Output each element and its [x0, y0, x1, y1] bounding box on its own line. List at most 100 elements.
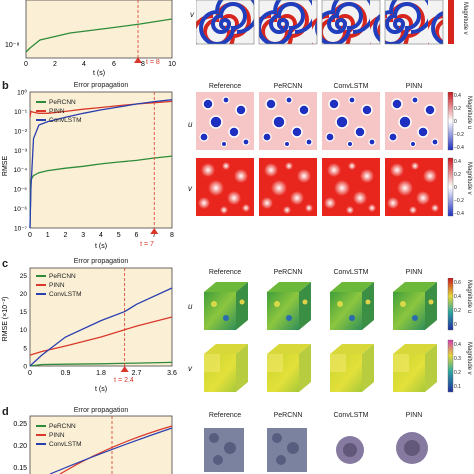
panel-b-cb-u-ticks: 0.4 0.2 0 −0.2 −0.4 — [454, 93, 464, 151]
panel-c-marker-label: t = 2.4 — [114, 377, 134, 384]
ytick: 0.20 — [13, 443, 27, 450]
panel-c-title-reference: Reference — [208, 269, 242, 276]
panel-b-row-label-u: u — [188, 120, 193, 129]
legend-item-percnn: PeRCNN — [36, 272, 82, 281]
panel-b-title-percnn: PeRCNN — [273, 83, 303, 90]
xtick: 8 — [141, 61, 145, 68]
y-tick-label: 20 — [20, 291, 28, 298]
panel-a-colorbar-label: Magnitude v — [462, 2, 468, 35]
y-tick-label: 10⁻⁷ — [14, 226, 28, 233]
panel-c-cb-u-ticks: 0.6 0.4 0.2 0 — [454, 280, 461, 328]
legend-item-percnn: PeRCNN — [36, 98, 82, 107]
panel-c-chart: RMSE (×10⁻²) t (s) t = 2.4 0 0.9 1.8 2.7 3.6… — [2, 267, 177, 393]
ytick: 0.25 — [13, 421, 27, 428]
panel-b-legend: PeRCNN PINN ConvLSTM — [36, 98, 82, 125]
y-tick-label: 10⁻¹ — [14, 109, 28, 116]
time-marker-triangle — [120, 366, 129, 372]
panel-b-chart: RMSE t (s) t = 7 0 1 2 3 4 5 6 7 8 10⁰ 10⁻¹ 10⁻² 10⁻… — [2, 89, 174, 251]
panel-c-xlabel: t (s) — [95, 386, 107, 393]
panel-b-cb-v-ticks: 0.4 0.2 0 −0.2 −0.4 — [454, 159, 464, 217]
y-tick-label: 25 — [20, 273, 28, 280]
panel-c-ylabel: RMSE (×10⁻²) — [2, 297, 9, 342]
panel-b-xlabel: t (s) — [95, 243, 107, 250]
panel-a-row-label: v — [190, 10, 194, 19]
panel-d-chart: 0.25 0.20 0.15 — [13, 415, 173, 474]
y-tick-label: 10⁻² — [14, 128, 28, 135]
panel-b-marker-label: t = 7 — [140, 241, 154, 248]
xtick: 6 — [112, 61, 116, 68]
panel-d-title-pinn: PINN — [405, 412, 423, 419]
panel-b-title-pinn: PINN — [405, 83, 423, 90]
panel-c-letter: c — [2, 258, 9, 270]
x-tick-label: 3.6 — [167, 370, 177, 377]
panel-c-colorbar-v-label: Magnitude v — [466, 342, 472, 375]
panel-b-ylabel: RMSE — [2, 156, 9, 177]
ytick: 0.15 — [13, 465, 27, 472]
xtick: 0 — [24, 61, 28, 68]
x-tick-label: 5 — [117, 232, 121, 239]
panel-b-letter: b — [2, 80, 9, 92]
legend-item-pinn: PINN — [36, 281, 82, 290]
panel-d-letter: d — [2, 406, 9, 418]
xtick: 2 — [53, 61, 57, 68]
legend-item-convlstm: ConvLSTM — [36, 290, 82, 299]
panel-c-title-percnn: PeRCNN — [273, 269, 303, 276]
panel-c-title-pinn: PINN — [405, 269, 423, 276]
panel-c-cubes — [204, 278, 454, 393]
x-tick-label: 7 — [152, 232, 156, 239]
panel-d-title-reference: Reference — [208, 412, 242, 419]
panel-b-colorbar-u-label: Magnitude u — [466, 96, 472, 130]
panel-d-legend: PeRCNN PINN ConvLSTM — [36, 422, 82, 449]
x-tick-label: 8 — [170, 232, 174, 239]
panel-c-row-label-u: u — [188, 302, 193, 311]
panel-a-xticks: 0 2 4 6 8 10 — [24, 61, 176, 68]
y-tick-label: 15 — [20, 309, 28, 316]
panel-c-row-label-v: v — [188, 364, 192, 373]
panel-d-plot-title: Error propagation — [73, 407, 129, 414]
series-line-convlstm — [29, 99, 173, 229]
legend-item-percnn: PeRCNN — [36, 422, 82, 431]
panel-d-title-percnn: PeRCNN — [273, 412, 303, 419]
panel-d-volumes — [204, 428, 428, 472]
series-line-pinn — [29, 316, 173, 356]
panel-a-spiral-fields — [196, 0, 454, 45]
x-tick-label: 0 — [28, 232, 32, 239]
x-tick-label: 3 — [81, 232, 85, 239]
series-line-convlstm — [29, 287, 173, 367]
y-tick-label: 10⁻³ — [14, 148, 28, 155]
panel-b-plot-title: Error propagation — [73, 82, 129, 89]
y-tick-label: 10 — [20, 327, 28, 334]
panel-c-cb-v-ticks: 0.4 0.3 0.2 0.1 — [454, 342, 461, 390]
panel-b-row-label-v: v — [188, 184, 192, 193]
panel-a-marker-label: t = 8 — [146, 59, 160, 66]
plot-area — [29, 91, 173, 229]
panel-b-colorbar-v-label: Magnitude v — [466, 162, 472, 195]
y-tick-label: 10⁻⁵ — [14, 187, 28, 194]
series-line-percnn — [29, 361, 173, 367]
series-line-percnn — [29, 155, 173, 229]
x-tick-label: 1 — [46, 232, 50, 239]
panel-c-colorbar-u-label: Magnitude u — [466, 280, 472, 314]
x-tick-label: 6 — [135, 232, 139, 239]
y-tick-label: 10⁰ — [17, 89, 27, 97]
legend-item-convlstm: ConvLSTM — [36, 440, 82, 449]
xtick: 4 — [82, 61, 86, 68]
y-tick-label: 10⁻⁶ — [14, 206, 28, 213]
panel-a-xlabel: t (s) — [93, 70, 105, 77]
x-tick-label: 2.7 — [132, 370, 142, 377]
panel-a-ytick: 10⁻⁸ — [5, 42, 19, 49]
legend-item-pinn: PINN — [36, 107, 82, 116]
panel-c-legend: PeRCNN PINN ConvLSTM — [36, 272, 82, 299]
panel-a-plot: t = 8 10⁻⁸ 0 2 4 6 8 10 t (s) — [5, 0, 176, 77]
x-tick-label: 0.9 — [61, 370, 71, 377]
plot-area — [29, 415, 173, 474]
x-tick-label: 0 — [28, 370, 32, 377]
panel-d-title-convlstm: ConvLSTM — [333, 412, 369, 419]
panel-b-title-reference: Reference — [208, 83, 242, 90]
x-tick-label: 2 — [64, 232, 68, 239]
panel-c-title-convlstm: ConvLSTM — [333, 269, 369, 276]
x-tick-label: 4 — [99, 232, 103, 239]
xtick: 10 — [168, 61, 176, 68]
y-tick-label: 10⁻⁴ — [14, 167, 28, 174]
x-tick-label: 1.8 — [96, 370, 106, 377]
